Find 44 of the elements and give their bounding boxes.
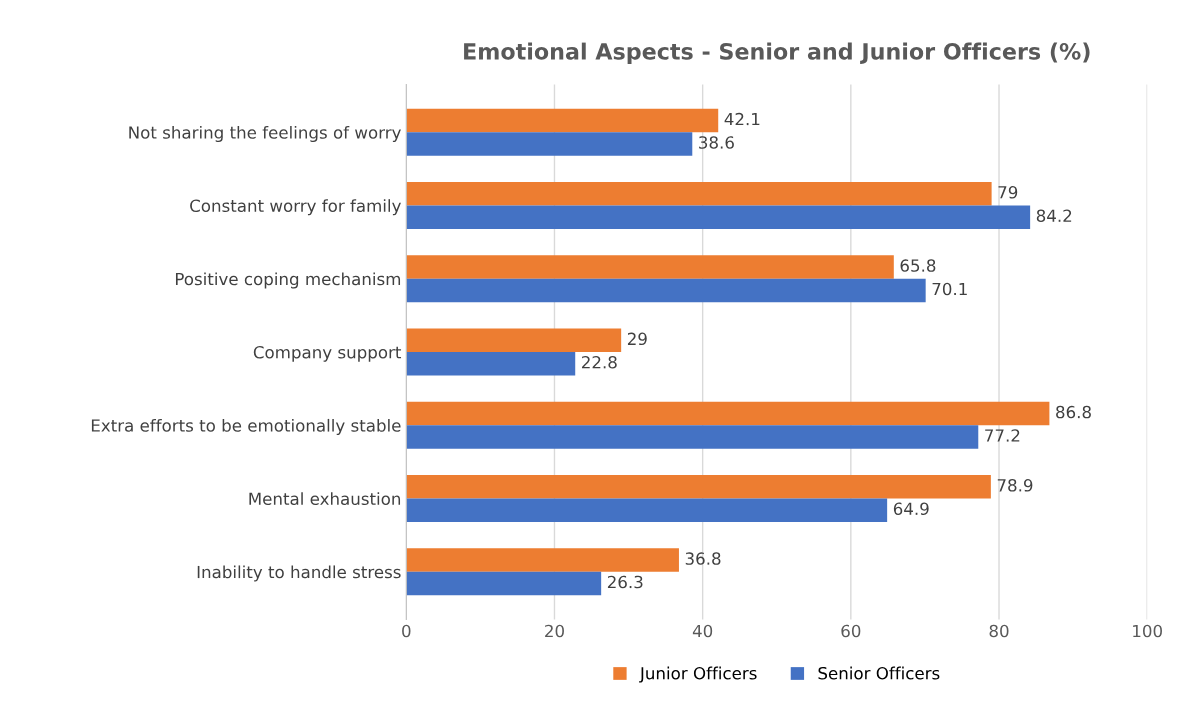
bar — [406, 278, 926, 303]
data-label: 22.8 — [582, 355, 617, 369]
y-tick-label: Not sharing the feelings of worry — [129, 125, 401, 143]
legend-label: Senior Officers — [818, 666, 940, 680]
bar — [406, 352, 576, 376]
data-label: 84.2 — [1036, 209, 1072, 223]
x-tick-label: 0 — [402, 624, 411, 638]
x-tick-label: 20 — [545, 624, 564, 638]
x-tick-label: 60 — [841, 624, 861, 638]
data-label: 64.9 — [893, 502, 929, 516]
bar — [406, 205, 1031, 229]
data-label: 26.3 — [607, 575, 643, 589]
bar — [406, 328, 622, 352]
x-tick-label: 100 — [1133, 624, 1162, 638]
y-tick-label: Positive coping mechanism — [175, 272, 401, 289]
data-label: 78.9 — [997, 479, 1033, 492]
data-label: 65.8 — [900, 259, 936, 272]
data-label: 77.2 — [985, 429, 1020, 442]
bar — [406, 548, 679, 572]
y-tick-label: Constant worry for family — [190, 199, 401, 216]
data-label: 29 — [627, 332, 647, 346]
data-label: 79 — [998, 186, 1018, 199]
data-label: 36.8 — [685, 552, 721, 565]
data-label: 86.8 — [1056, 405, 1091, 419]
data-label: 42.1 — [724, 112, 760, 126]
y-tick-label: Company support — [253, 345, 402, 362]
y-tick-label: Mental exhaustion — [249, 492, 401, 506]
chart-title: Emotional Aspects - Senior and Junior Officers (%) — [464, 42, 1090, 65]
bar — [406, 475, 991, 499]
data-label: 70.1 — [932, 282, 967, 296]
x-tick-label: 40 — [692, 624, 713, 638]
bar — [406, 401, 1050, 426]
bar — [406, 498, 888, 522]
data-label: 38.6 — [699, 136, 734, 149]
bar — [406, 255, 894, 279]
bar — [406, 571, 602, 596]
bar — [406, 425, 979, 449]
bar — [406, 132, 693, 156]
y-tick-label: Extra efforts to be emotionally stable — [91, 418, 401, 436]
x-tick-label: 80 — [989, 624, 1009, 638]
y-tick-label: Inability to handle stress — [197, 565, 401, 582]
bar — [406, 182, 992, 206]
legend-label: Junior Officers — [639, 666, 757, 683]
bar — [406, 108, 719, 133]
